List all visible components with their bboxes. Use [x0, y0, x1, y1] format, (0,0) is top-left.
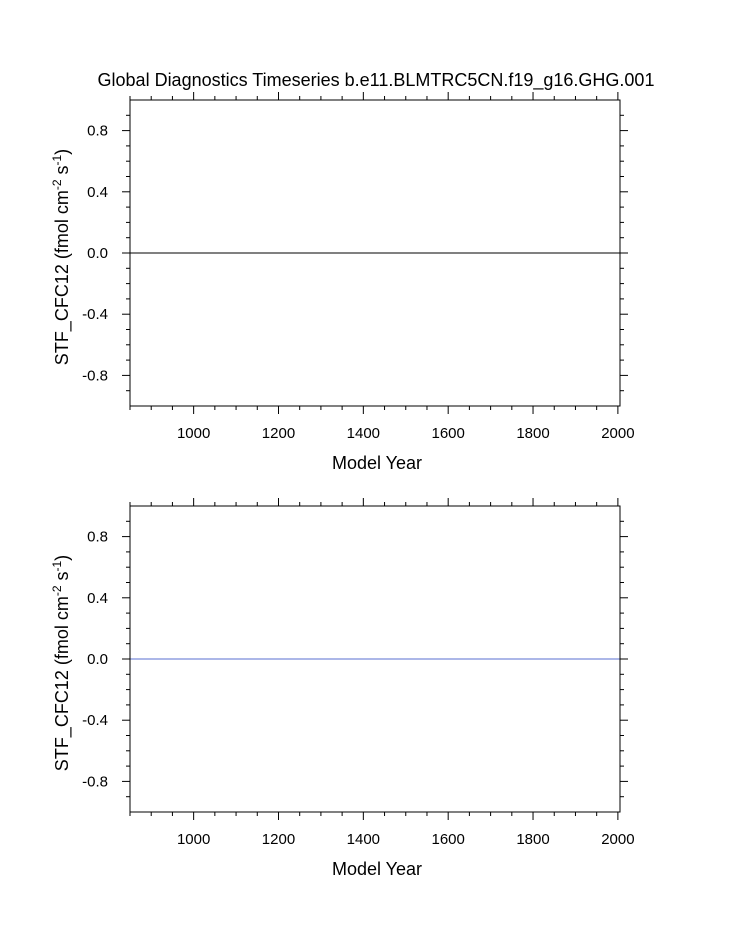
y-axis-label-superscript: -1 [50, 154, 64, 165]
y-tick-label: 0.0 [87, 245, 108, 262]
y-tick-label: 0.4 [87, 590, 108, 607]
y-tick-label: -0.8 [82, 773, 108, 790]
x-tick-label: 1000 [177, 831, 210, 848]
y-axis-label-text: ) [52, 149, 72, 155]
y-axis-label-text: STF_CFC12 (fmol cm [52, 596, 73, 771]
x-tick-label: 1000 [177, 425, 210, 442]
x-tick-label: 2000 [601, 831, 634, 848]
y-axis-label: STF_CFC12 (fmol cm-2 s-1) [50, 555, 73, 771]
y-axis-label-superscript: -2 [50, 179, 64, 190]
x-tick-label: 1600 [431, 425, 464, 442]
x-tick-label: 2000 [601, 425, 634, 442]
x-axis-label: Model Year [332, 453, 422, 473]
y-axis-label-text: s [52, 571, 72, 585]
x-tick-label: 1600 [431, 831, 464, 848]
x-tick-label: 1200 [262, 831, 295, 848]
y-axis-label: STF_CFC12 (fmol cm-2 s-1) [50, 149, 73, 365]
x-tick-label: 1400 [347, 425, 380, 442]
y-tick-label: -0.8 [82, 367, 108, 384]
y-axis-label-superscript: -1 [50, 560, 64, 571]
x-tick-label: 1400 [347, 831, 380, 848]
y-tick-label: -0.4 [82, 712, 108, 729]
y-tick-label: -0.4 [82, 306, 108, 323]
y-tick-label: 0.4 [87, 184, 108, 201]
y-axis-label-text: s [52, 165, 72, 179]
chart-panel-2: 1000 1200 1400 1600 1800 2000 0.8 0.4 0.0 -0.4 -0.… [50, 498, 635, 879]
y-axis-label-text: STF_CFC12 (fmol cm [52, 190, 73, 365]
chart-title: Global Diagnostics Timeseries b.e11.BLMT… [98, 70, 655, 91]
chart-panel-1: 1000 1200 1400 1600 1800 2000 0.8 0.4 0.0 -0.4 -0.… [50, 92, 635, 473]
y-axis-label-superscript: -2 [50, 585, 64, 596]
y-tick-label: 0.8 [87, 123, 108, 140]
x-tick-label: 1800 [516, 831, 549, 848]
x-tick-label: 1800 [516, 425, 549, 442]
y-tick-label: 0.8 [87, 529, 108, 546]
y-tick-label: 0.0 [87, 651, 108, 668]
x-tick-label: 1200 [262, 425, 295, 442]
x-axis-label: Model Year [332, 859, 422, 879]
y-axis-label-text: ) [52, 555, 72, 561]
